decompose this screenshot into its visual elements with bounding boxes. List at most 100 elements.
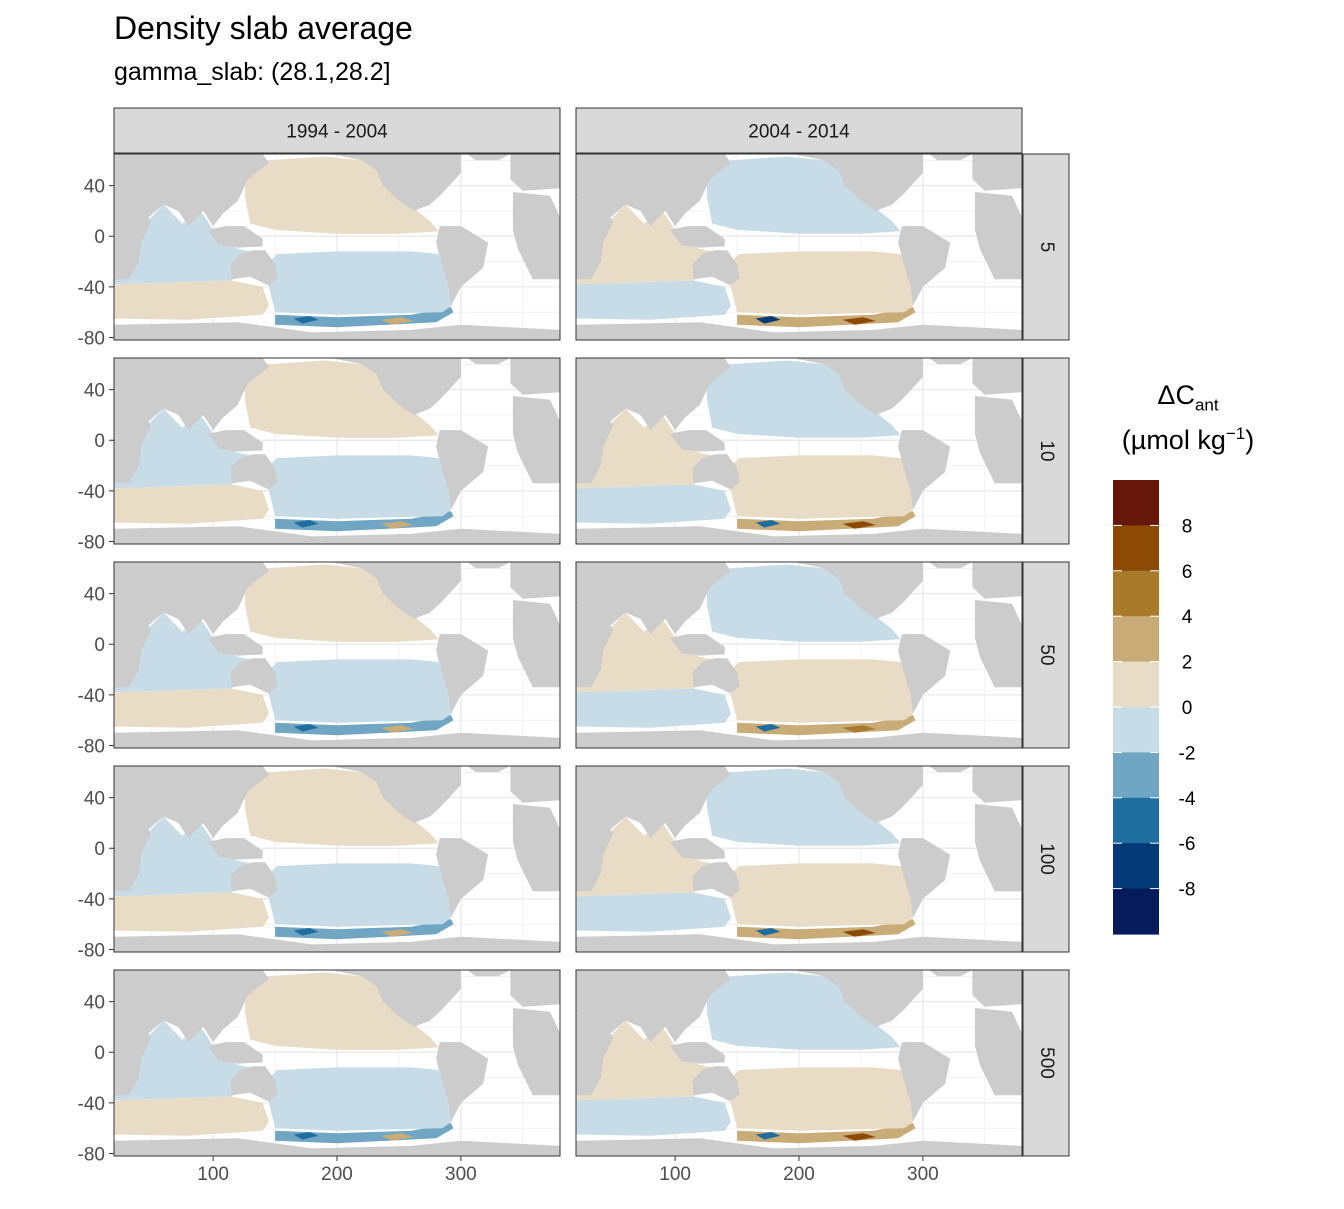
land-maritime bbox=[670, 430, 725, 452]
land-south-america bbox=[436, 226, 489, 306]
y-tick-label: 40 bbox=[84, 585, 105, 606]
ocean-region-north-pacific bbox=[706, 972, 901, 1050]
hotspot-min bbox=[293, 928, 319, 936]
hotspot-min bbox=[755, 724, 781, 732]
ocean-region-indian-ocean bbox=[114, 612, 257, 693]
land-maritime bbox=[208, 226, 263, 248]
chart-subtitle: gamma_slab: (28.1,28.2] bbox=[114, 58, 391, 86]
legend-label: -4 bbox=[1179, 789, 1196, 810]
legend-colorbar: 8 6 4 2 0 -2 -4 -6 -8 bbox=[1113, 480, 1196, 935]
legend-label: -2 bbox=[1179, 743, 1196, 764]
facet-strip-row-1: 10 bbox=[1022, 357, 1070, 545]
hotspot-min bbox=[293, 724, 319, 732]
x-tick-label: 100 bbox=[659, 1164, 691, 1185]
land-greenland bbox=[929, 154, 973, 161]
ocean-region-southern-indian bbox=[576, 484, 731, 524]
y-tick-label: 0 bbox=[94, 431, 105, 452]
land-asia bbox=[114, 970, 269, 1043]
facet-strip-label: 2004 - 2014 bbox=[748, 122, 850, 143]
land-north-america bbox=[792, 970, 923, 1027]
land-greenland bbox=[467, 154, 511, 161]
ocean-region-southern-indian bbox=[576, 892, 731, 932]
legend-label: -6 bbox=[1179, 834, 1196, 855]
land-antarctica bbox=[114, 934, 560, 952]
y-tick-label: -40 bbox=[78, 1094, 105, 1115]
ocean-region-indian-ocean bbox=[114, 816, 257, 897]
land-africa bbox=[114, 1008, 152, 1096]
land-africa bbox=[576, 600, 614, 688]
land-antarctica bbox=[114, 730, 560, 748]
ocean-region-north-pacific bbox=[244, 564, 439, 642]
ocean-region-north-pacific bbox=[706, 156, 901, 234]
ocean-region-north-pacific bbox=[244, 972, 439, 1050]
ocean-region-southern-indian bbox=[114, 1096, 269, 1136]
hotspot-max bbox=[380, 929, 414, 937]
land-africa-east bbox=[512, 600, 560, 688]
legend-label: -8 bbox=[1179, 880, 1196, 901]
y-tick-label: 0 bbox=[94, 227, 105, 248]
legend-bin bbox=[1113, 525, 1159, 572]
legend-bin bbox=[1113, 888, 1159, 935]
land-australia bbox=[230, 1066, 278, 1102]
ocean-region-south-pacific bbox=[268, 863, 451, 927]
land-greenland bbox=[929, 562, 973, 569]
panel-border bbox=[113, 561, 561, 749]
legend-label: 2 bbox=[1182, 653, 1193, 674]
land-australia bbox=[230, 250, 278, 286]
hotspot-min bbox=[755, 1132, 781, 1140]
ocean-region-indian-ocean bbox=[114, 408, 257, 489]
ocean-region-southern-pacific-shelf bbox=[737, 715, 916, 736]
ocean-region-indian-ocean bbox=[576, 204, 719, 285]
hotspot-min bbox=[293, 520, 319, 528]
land-antarctica bbox=[576, 1138, 1022, 1156]
y-tick-label: 40 bbox=[84, 789, 105, 810]
ocean-region-north-pacific bbox=[706, 360, 901, 438]
map-panel-2: 40 0 -40 -80 bbox=[78, 561, 561, 757]
y-tick-label: 40 bbox=[84, 993, 105, 1014]
land-asia bbox=[114, 358, 269, 431]
ocean-region-south-pacific bbox=[730, 1067, 913, 1131]
ocean-region-indian-ocean bbox=[576, 816, 719, 897]
ocean-region-indian-ocean bbox=[576, 408, 719, 489]
land-africa-east bbox=[974, 396, 1022, 484]
legend-bin bbox=[1113, 752, 1159, 799]
hotspot-max bbox=[842, 929, 876, 937]
land-north-america bbox=[792, 358, 923, 415]
land-africa-east bbox=[512, 192, 560, 280]
land-africa bbox=[114, 192, 152, 280]
ocean-region-south-pacific bbox=[268, 251, 451, 315]
land-greenland bbox=[467, 766, 511, 773]
land-south-america bbox=[436, 838, 489, 918]
y-tick-label: 40 bbox=[84, 381, 105, 402]
ocean-region-south-pacific bbox=[730, 455, 913, 519]
ocean-region-southern-indian bbox=[114, 484, 269, 524]
y-tick-label: -80 bbox=[78, 328, 105, 349]
land-australia bbox=[692, 454, 740, 490]
land-south-america bbox=[898, 226, 951, 306]
ocean-region-southern-indian bbox=[576, 1096, 731, 1136]
x-tick-label: 200 bbox=[783, 1164, 815, 1185]
legend-label: 8 bbox=[1182, 516, 1193, 537]
land-europe bbox=[510, 766, 560, 803]
y-tick-label: -80 bbox=[78, 532, 105, 553]
hotspot-max bbox=[842, 317, 876, 325]
ocean-region-southern-pacific-shelf bbox=[275, 511, 454, 532]
land-maritime bbox=[670, 838, 725, 860]
hotspot-min bbox=[755, 316, 781, 324]
hotspot-max bbox=[842, 725, 876, 733]
x-tick-label: 200 bbox=[321, 1164, 353, 1185]
land-greenland bbox=[929, 766, 973, 773]
facet-strip-row-0: 5 bbox=[1022, 153, 1070, 341]
hotspot-min bbox=[293, 316, 319, 324]
land-africa bbox=[114, 600, 152, 688]
ocean-region-southern-pacific-shelf bbox=[275, 307, 454, 328]
y-tick-label: -80 bbox=[78, 736, 105, 757]
y-tick-label: -40 bbox=[78, 890, 105, 911]
land-australia bbox=[692, 1066, 740, 1102]
legend-label: 6 bbox=[1182, 562, 1193, 583]
legend-bin bbox=[1113, 797, 1159, 844]
land-europe bbox=[972, 562, 1022, 599]
panel-border bbox=[575, 765, 1023, 953]
map-panel-5 bbox=[575, 153, 1023, 341]
ocean-region-southern-indian bbox=[114, 280, 269, 320]
